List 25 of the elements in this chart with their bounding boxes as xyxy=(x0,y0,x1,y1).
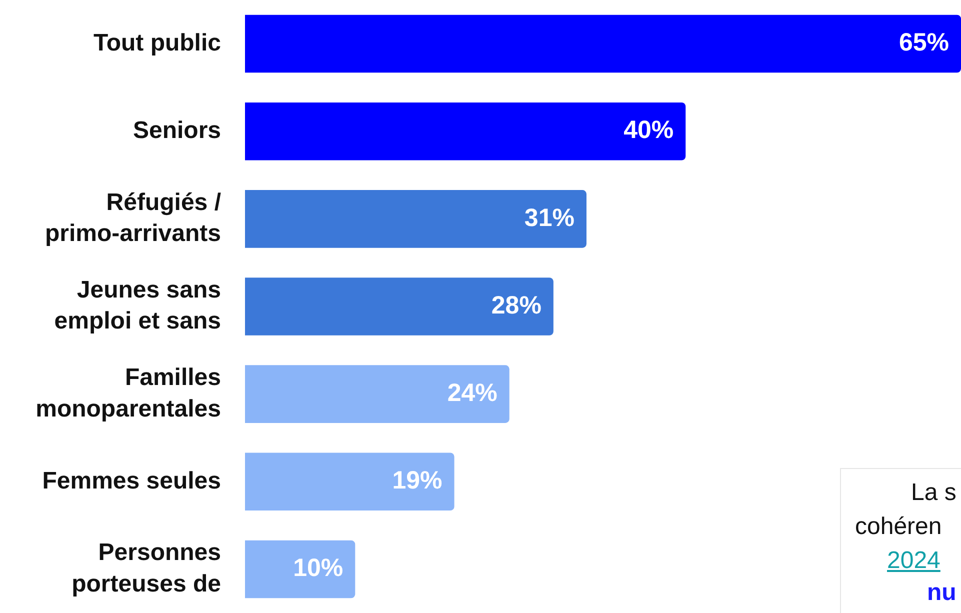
data-label: 19% xyxy=(392,466,442,495)
bar xyxy=(245,14,961,73)
y-tick-label: Réfugiés / primo-arrivants xyxy=(44,188,222,248)
data-label: 28% xyxy=(491,291,542,320)
bar xyxy=(245,452,454,511)
annotation: nu xyxy=(927,579,956,607)
annotation: cohéren xyxy=(855,513,942,541)
data-label: 10% xyxy=(293,554,344,582)
bar xyxy=(245,102,686,160)
bar xyxy=(245,540,356,598)
data-label: 24% xyxy=(447,378,498,407)
data-label: 31% xyxy=(524,204,574,232)
data-label: 40% xyxy=(624,116,674,144)
y-tick-label: Tout public xyxy=(93,29,221,56)
annotation: La s xyxy=(911,479,956,507)
bar xyxy=(245,365,510,423)
y-tick-label: Femmes seules xyxy=(42,467,221,494)
y-tick-label: Seniors xyxy=(132,116,221,144)
y-tick-label: Jeunes sans emploi et sans xyxy=(54,276,221,335)
bar xyxy=(245,190,586,248)
y-tick-label: Familles monoparentales xyxy=(36,364,221,422)
data-label: 65% xyxy=(898,28,949,57)
bar xyxy=(245,278,554,336)
y-tick-label: Personnes porteuses de xyxy=(72,539,221,598)
annotation: 2024 xyxy=(887,547,940,575)
